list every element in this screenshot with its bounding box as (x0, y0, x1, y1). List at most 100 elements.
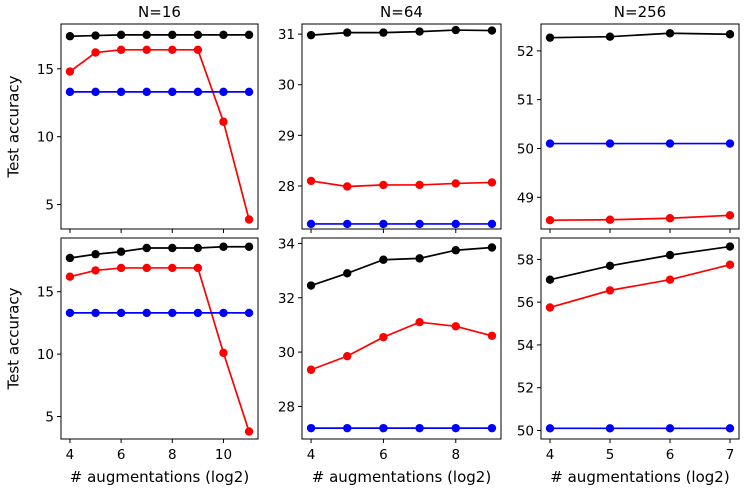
data-point (219, 308, 228, 318)
data-point (665, 214, 675, 223)
x-tick-label: 4 (307, 447, 316, 463)
data-point (306, 281, 316, 290)
data-point (91, 250, 100, 259)
x-tick-label: 6 (117, 447, 126, 463)
x-tick-label: 5 (606, 447, 615, 463)
data-point (451, 423, 460, 433)
plot-frame (540, 237, 740, 440)
data-point (415, 27, 424, 36)
y-tick-label: 15 (37, 62, 54, 78)
data-point (725, 260, 735, 269)
data-point (545, 424, 555, 433)
data-point (142, 263, 151, 273)
y-tick-label: 31 (278, 27, 295, 43)
data-point (244, 215, 254, 224)
data-point (379, 219, 388, 229)
data-point (306, 219, 316, 229)
data-point (306, 30, 316, 40)
data-point (545, 303, 555, 312)
data-point (487, 243, 497, 252)
series-line-1 (69, 245, 250, 259)
data-point (343, 423, 352, 433)
data-point (725, 211, 735, 220)
y-tick-label: 28 (278, 399, 295, 415)
data-point (665, 29, 675, 38)
chart-panel-4: 5 10 15 4 6 8 10 # augmentations (log2) Test acc… (5, 237, 259, 486)
data-point (487, 331, 497, 340)
data-point (193, 308, 203, 318)
y-tick-label: 5 (45, 198, 54, 214)
data-point (142, 243, 151, 253)
data-point (415, 423, 424, 433)
data-point (65, 32, 75, 41)
plot-frame (540, 23, 740, 230)
series-line-1 (310, 246, 493, 287)
data-point (545, 33, 555, 42)
y-tick-label: 29 (278, 128, 295, 144)
data-point (605, 32, 615, 41)
data-point (244, 427, 254, 436)
data-point (219, 348, 228, 358)
panel-title: N=256 (614, 3, 666, 21)
data-point (65, 67, 75, 76)
y-tick-label: 50 (517, 423, 534, 439)
data-point (605, 261, 615, 270)
series-line-1 (310, 29, 492, 36)
series-line-2 (549, 263, 731, 309)
data-point (219, 87, 228, 97)
data-point (65, 272, 75, 281)
data-point (343, 351, 352, 361)
data-point (244, 30, 254, 40)
plot-frame (60, 237, 259, 440)
data-point (219, 30, 228, 40)
data-point (306, 423, 316, 433)
y-tick-label: 50 (517, 141, 534, 157)
data-point (116, 247, 126, 256)
series-line-2 (310, 180, 492, 188)
data-point (451, 25, 460, 35)
plot-frame (301, 23, 502, 230)
data-point (219, 242, 228, 251)
data-point (65, 253, 75, 263)
y-tick-label: 56 (517, 295, 534, 311)
data-point (65, 308, 75, 318)
y-tick-label: 49 (517, 190, 534, 206)
data-point (451, 246, 460, 255)
data-point (605, 139, 615, 148)
data-point (451, 322, 460, 331)
data-point (665, 250, 675, 260)
x-tick-label: 4 (66, 447, 75, 463)
series-line-2 (69, 267, 250, 432)
data-point (91, 308, 100, 318)
panel-title: N=16 (138, 3, 181, 21)
data-point (306, 365, 316, 374)
y-tick-label: 54 (517, 338, 534, 354)
y-tick-label: 28 (278, 179, 295, 195)
data-point (168, 45, 177, 54)
chart-panel-1: 5 10 15 N=16 Test accuracy (5, 3, 259, 233)
data-point (91, 31, 100, 40)
data-point (219, 117, 228, 126)
data-point (116, 263, 126, 273)
data-point (168, 263, 177, 273)
x-tick-label: 6 (379, 447, 388, 463)
plot-frame (60, 23, 259, 230)
data-point (193, 30, 203, 40)
x-axis-label: # augmentations (log2) (550, 468, 729, 486)
data-point (168, 308, 177, 318)
data-point (487, 26, 497, 35)
data-point (193, 45, 203, 54)
series-line-1 (549, 32, 731, 39)
y-axis-label: Test accuracy (5, 287, 23, 390)
chart-panel-2: 28 29 30 31 N=64 (278, 3, 502, 233)
data-point (725, 424, 735, 433)
data-point (415, 318, 424, 327)
data-point (605, 424, 615, 433)
data-point (306, 176, 316, 186)
panel-title: N=64 (380, 3, 423, 21)
data-point (116, 87, 126, 97)
data-point (379, 423, 388, 433)
data-point (451, 219, 460, 229)
